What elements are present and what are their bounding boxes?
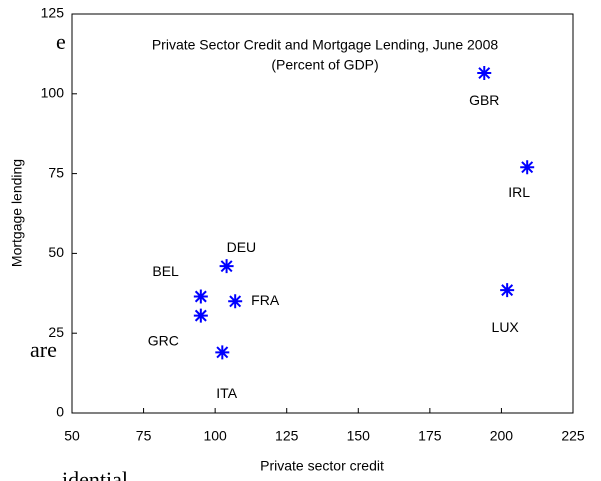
x-tick-label: 225 [561,428,585,444]
y-tick-label: 0 [56,404,64,420]
y-axis-label: Mortgage lending [9,159,25,267]
point [520,160,535,175]
point-label: GRC [148,332,179,348]
point-label: FRA [251,292,280,308]
x-tick-label: 200 [490,428,514,444]
y-tick-label: 50 [48,244,64,260]
x-tick-label: 100 [203,428,227,444]
x-axis-label: Private sector credit [260,458,384,474]
point-label: LUX [492,319,520,335]
point [193,289,208,304]
point-label: BEL [152,263,179,279]
point-label: DEU [227,239,257,255]
point-label: IRL [508,184,530,200]
point [193,308,208,323]
point [228,294,243,309]
y-tick-label: 75 [48,164,64,180]
y-tick-label: 25 [48,324,64,340]
x-tick-label: 50 [64,428,80,444]
y-tick-label: 100 [41,85,65,101]
point-label: GBR [469,92,499,108]
x-tick-label: 150 [347,428,371,444]
background-text: are [30,337,57,362]
x-tick-label: 75 [136,428,152,444]
point [477,66,492,81]
background-text: idential [62,467,128,481]
x-tick-label: 125 [275,428,299,444]
point-label: ITA [216,385,237,401]
background-text: e [56,29,66,54]
x-tick-label: 175 [418,428,442,444]
plot-area [71,13,574,414]
point [500,283,515,298]
point [219,259,234,274]
y-tick-label: 125 [41,5,65,21]
point [215,345,230,360]
chart-subtitle: (Percent of GDP) [271,57,378,73]
chart-title: Private Sector Credit and Mortgage Lendi… [152,37,499,53]
